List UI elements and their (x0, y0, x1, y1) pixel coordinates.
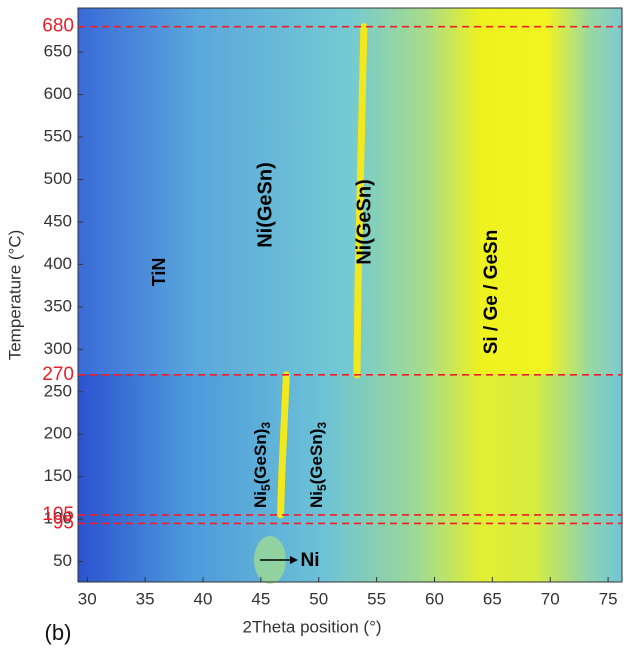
reference-label: 105 (42, 504, 74, 525)
heatmap-upper (78, 8, 622, 374)
x-tick-label: 65 (483, 589, 502, 608)
y-tick-label: 300 (44, 339, 72, 358)
y-tick-label: 400 (44, 254, 72, 273)
y-axis-label: Temperature (°C) (5, 230, 24, 361)
phase-trace (277, 371, 290, 519)
y-tick-label: 100 (44, 509, 72, 528)
y-tick-label: 250 (44, 381, 72, 400)
reference-label: 95 (53, 512, 74, 533)
phase-trace (353, 23, 368, 379)
annotation: Ni(GeSn) (254, 162, 276, 248)
y-tick-label: 50 (53, 551, 72, 570)
x-tick-label: 30 (78, 589, 97, 608)
heatmap-lower (78, 374, 622, 582)
x-tick-label: 70 (541, 589, 560, 608)
y-tick-label: 350 (44, 296, 72, 315)
x-tick-label: 35 (136, 589, 155, 608)
x-tick-label: 55 (367, 589, 386, 608)
x-tick-label: 75 (599, 589, 618, 608)
y-tick-label: 150 (44, 466, 72, 485)
x-axis-label: 2Theta position (°) (242, 617, 381, 636)
y-tick-label: 200 (44, 424, 72, 443)
annotation: Si / Ge / GeSn (481, 230, 502, 355)
annotation: Ni (301, 550, 320, 571)
y-tick-label: 600 (44, 84, 72, 103)
plot-frame (77, 7, 623, 583)
x-tick-label: 50 (309, 589, 328, 608)
reference-label: 680 (42, 16, 74, 37)
annotation: Ni5(GeSn)3 (251, 422, 273, 508)
x-tick-label: 60 (425, 589, 444, 608)
y-tick-label: 450 (44, 211, 72, 230)
y-tick-label: 550 (44, 127, 72, 146)
y-tick-label: 500 (44, 169, 72, 188)
annotation: Ni5(GeSn)3 (307, 422, 329, 508)
x-tick-label: 40 (194, 589, 213, 608)
annotation: TiN (149, 258, 169, 287)
arrow-head (290, 556, 298, 564)
panel-label: (b) (45, 620, 72, 645)
reference-label: 270 (42, 364, 74, 385)
annotation: Ni(GeSn) (353, 179, 375, 265)
x-tick-label: 45 (251, 589, 270, 608)
y-tick-label: 650 (44, 42, 72, 61)
